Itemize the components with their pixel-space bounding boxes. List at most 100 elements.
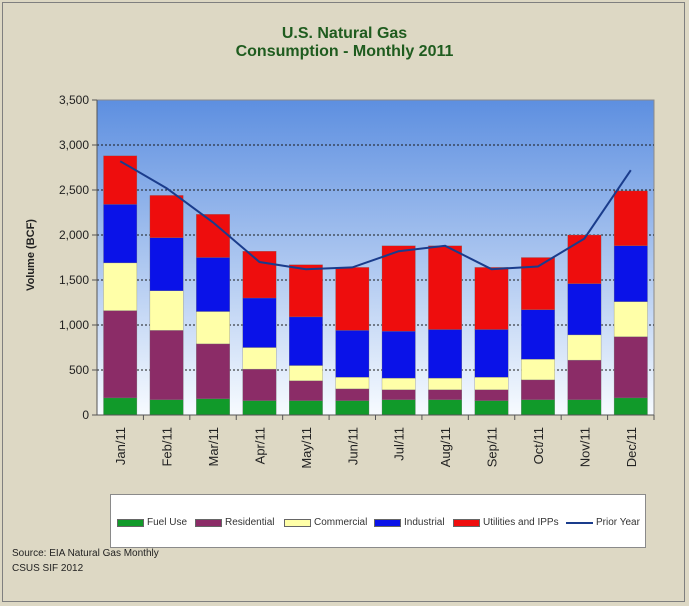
bar-segment-commercial-oct-11: [521, 359, 555, 381]
bar-segment-residential-dec-11: [613, 336, 648, 399]
y-tick-label: 2,500: [59, 183, 89, 197]
bar-segment-utilities-and-ipps-apr-11: [242, 251, 277, 299]
bar-segment-commercial-aug-11: [428, 377, 462, 390]
x-tick-label: Nov/11: [577, 427, 592, 467]
legend-swatch-utilities: [453, 518, 480, 527]
bar-segment-utilities-and-ipps-may-11: [289, 264, 323, 318]
bar-segment-industrial-sep-11: [474, 329, 509, 378]
bar-segment-residential-feb-11: [149, 330, 184, 400]
legend-label-utilities: Utilities and IPPs: [483, 517, 559, 528]
bar-segment-residential-sep-11: [474, 389, 509, 401]
bar-segment-commercial-jul-11: [381, 377, 416, 390]
bar-segment-fuel-use-nov-11: [567, 399, 602, 416]
bar-segment-fuel-use-dec-11: [613, 397, 648, 416]
bar-segment-utilities-and-ipps-jun-11: [335, 267, 370, 331]
x-tick-label: Jun/11: [345, 427, 360, 465]
x-tick-label: Dec/11: [624, 427, 639, 467]
bar-segment-utilities-and-ipps-sep-11: [474, 267, 509, 330]
legend-label-prior-year: Prior Year: [596, 517, 640, 528]
legend-item-fuel-use: Fuel Use: [117, 517, 187, 528]
legend-item-industrial: Industrial: [374, 517, 445, 528]
bar-segment-commercial-sep-11: [474, 377, 509, 390]
legend-label-fuel-use: Fuel Use: [147, 517, 188, 528]
bar-segment-commercial-jun-11: [335, 377, 370, 390]
x-tick-label: Apr/11: [252, 427, 267, 464]
y-tick-label: 500: [69, 363, 89, 377]
legend-swatch-fuel-use: [117, 518, 144, 527]
bar-segment-industrial-feb-11: [149, 237, 184, 291]
legend-swatch-prior-year: [566, 521, 593, 524]
bar-segment-fuel-use-jul-11: [381, 399, 416, 416]
y-axis-label: Volume (BCF): [25, 219, 37, 291]
x-tick-label: Feb/11: [160, 427, 175, 467]
x-tick-label: Mar/11: [206, 427, 221, 467]
y-tick-label: 3,500: [59, 93, 89, 107]
x-tick-label: Jan/11: [113, 427, 128, 465]
bar-segment-utilities-and-ipps-dec-11: [613, 190, 648, 246]
legend-label-residential: Residential: [225, 517, 275, 528]
legend-item-residential: Residential: [195, 517, 274, 528]
source-line-1: Source: EIA Natural Gas Monthly: [12, 548, 159, 559]
y-tick-label: 0: [82, 408, 89, 422]
bar-segment-utilities-and-ipps-aug-11: [428, 245, 462, 330]
plot-area: [96, 99, 655, 416]
x-tick-label: Sep/11: [485, 427, 500, 467]
bar-segment-fuel-use-mar-11: [196, 398, 230, 416]
legend-swatch-commercial: [284, 518, 311, 527]
bar-segment-commercial-nov-11: [567, 334, 602, 361]
bar-segment-utilities-and-ipps-jan-11: [103, 155, 138, 205]
chart-title: U.S. Natural Gas: [281, 25, 408, 42]
legend-item-commercial: Commercial: [284, 517, 367, 528]
bar-segment-industrial-oct-11: [521, 309, 555, 360]
bar-segment-residential-mar-11: [196, 343, 230, 399]
legend-swatch-residential: [195, 518, 222, 527]
legend-label-industrial: Industrial: [404, 517, 445, 528]
bar-segment-industrial-apr-11: [242, 297, 277, 348]
x-tick-label: May/11: [299, 427, 314, 469]
bar-segment-residential-jul-11: [381, 389, 416, 400]
bar-segment-residential-nov-11: [567, 359, 602, 400]
bar-segment-utilities-and-ipps-feb-11: [149, 195, 184, 238]
source-line-2: CSUS SIF 2012: [12, 563, 84, 574]
bar-segment-utilities-and-ipps-jul-11: [381, 245, 416, 332]
bar-segment-fuel-use-jan-11: [103, 397, 138, 416]
legend-label-commercial: Commercial: [314, 517, 368, 528]
bar-segment-industrial-jul-11: [381, 331, 416, 379]
x-tick-label: Aug/11: [438, 427, 453, 467]
bar-segment-commercial-apr-11: [242, 347, 277, 370]
bar-segment-fuel-use-aug-11: [428, 399, 462, 416]
bar-segment-utilities-and-ipps-oct-11: [521, 257, 555, 310]
bar-segment-commercial-dec-11: [613, 301, 648, 337]
bar-segment-commercial-jan-11: [103, 262, 138, 311]
bar-segment-residential-may-11: [289, 380, 323, 401]
bar-segment-utilities-and-ipps-mar-11: [196, 214, 230, 258]
bar-segment-fuel-use-sep-11: [474, 400, 509, 416]
x-tick-label: Jul/11: [392, 427, 407, 461]
bar-segment-commercial-may-11: [289, 365, 323, 381]
bar-segment-utilities-and-ipps-nov-11: [567, 234, 602, 284]
chart-subtitle: Consumption - Monthly 2011: [235, 43, 454, 60]
legend-item-utilities: Utilities and IPPs: [453, 517, 559, 528]
bar-segment-fuel-use-feb-11: [149, 399, 184, 416]
legend: Fuel Use Residential Commercial Industri…: [110, 494, 646, 548]
prior-year-line: [119, 160, 632, 271]
bar-segment-residential-jun-11: [335, 388, 370, 401]
bar-segment-commercial-feb-11: [149, 290, 184, 331]
y-tick-label: 3,000: [59, 138, 89, 152]
bar-segment-fuel-use-oct-11: [521, 399, 555, 416]
bar-segment-residential-oct-11: [521, 379, 555, 400]
bar-segment-residential-apr-11: [242, 368, 277, 401]
bar-segment-fuel-use-jun-11: [335, 400, 370, 416]
bar-segment-fuel-use-may-11: [289, 400, 323, 416]
bar-segment-fuel-use-apr-11: [242, 400, 277, 416]
bar-segment-industrial-nov-11: [567, 283, 602, 336]
bar-segment-commercial-mar-11: [196, 311, 230, 345]
legend-item-prior-year: Prior Year: [566, 517, 640, 528]
y-tick-label: 1,500: [59, 273, 89, 287]
bar-segment-industrial-jan-11: [103, 204, 138, 264]
bar-segment-residential-aug-11: [428, 389, 462, 400]
bar-segment-industrial-mar-11: [196, 257, 230, 312]
bar-segment-industrial-dec-11: [613, 245, 648, 302]
